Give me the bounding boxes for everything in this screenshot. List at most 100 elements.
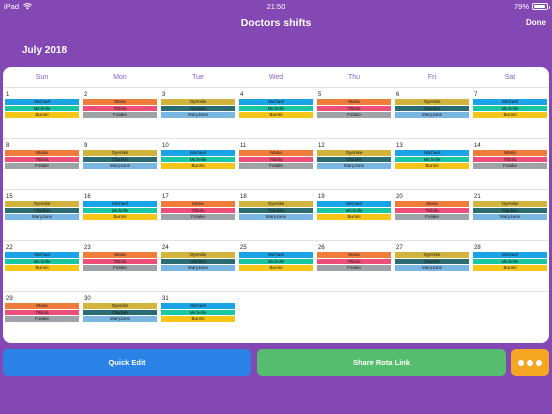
weekday-sat: Sat [504,74,516,81]
day-number: 25 [240,245,247,251]
shift-list: Maria Titilola Folake [161,201,235,220]
calendar-day[interactable]: 16 Michael Michelle Bunmi [81,189,159,240]
quick-edit-button[interactable]: Quick Edit [3,349,251,376]
day-number: 15 [6,194,13,200]
carrier-label: iPad [4,2,20,11]
calendar-day[interactable]: 25 Michael Michelle Bunmi [237,240,315,291]
wifi-icon [23,3,32,10]
calendar-day[interactable]: 12 Oyenike Oladele MaryJane [315,138,393,189]
weekday-sun: Sun [35,74,49,81]
shift-bar: Oyenike [395,99,469,105]
calendar-day-empty [315,291,393,342]
day-number: 30 [84,296,91,302]
calendar-day[interactable]: 17 Maria Titilola Folake [159,189,237,240]
shift-bar: Michelle [473,258,547,265]
status-bar: iPad 21:50 79% [0,0,552,12]
calendar-day[interactable]: 18 Oyenike Oladele MaryJane [237,189,315,240]
calendar-day[interactable]: 21 Oyenike Oladele MaryJane [471,189,549,240]
shift-bar: Michelle [5,105,79,112]
calendar-day[interactable]: 31 Michael Michelle Bunmi [159,291,237,342]
shift-bar: Michael [473,99,547,105]
shift-bar: Maria [83,99,157,105]
calendar-day[interactable]: 9 Oyenike Oladele MaryJane [81,138,159,189]
shift-list: Oyenike Oladele MaryJane [317,150,391,169]
day-number: 3 [162,92,166,98]
calendar-day[interactable]: 20 Maria Titilola Folake [393,189,471,240]
shift-bar: Titilola [83,258,157,265]
shift-bar: Michelle [161,309,235,316]
calendar-day[interactable]: 24 Oyenike Oladele MaryJane [159,240,237,291]
day-number: 18 [240,194,247,200]
calendar-day[interactable]: 28 Michael Michelle Bunmi [471,240,549,291]
calendar-day[interactable]: 19 Michael Michelle Bunmi [315,189,393,240]
shift-bar: MaryJane [395,265,469,271]
calendar-day[interactable]: 13 Michael Michelle Bunmi [393,138,471,189]
shift-bar: Folake [5,163,79,169]
shift-bar: Oyenike [395,252,469,258]
status-left: iPad [4,2,32,11]
shift-bar: Oladele [5,207,79,214]
shift-list: Michael Michelle Bunmi [83,201,157,220]
calendar-day[interactable]: 27 Oyenike Oladele MaryJane [393,240,471,291]
calendar-day[interactable]: 7 Michael Michelle Bunmi [471,87,549,138]
calendar-day-empty [393,291,471,342]
shift-list: Oyenike Oladele MaryJane [5,201,79,220]
day-number: 22 [6,245,13,251]
shift-bar: Titilola [473,156,547,163]
shift-bar: Bunmi [5,112,79,118]
calendar-day[interactable]: 1 Michael Michelle Bunmi [3,87,81,138]
battery-icon [532,3,550,10]
more-button[interactable] [511,349,549,376]
shift-bar: Oladele [83,309,157,316]
shift-bar: Oladele [83,156,157,163]
day-number: 14 [474,143,481,149]
calendar-day[interactable]: 29 Maria Titilola Folake [3,291,81,342]
calendar-day[interactable]: 30 Oyenike Oladele MaryJane [81,291,159,342]
day-number: 27 [396,245,403,251]
shift-list: Michael Michelle Bunmi [317,201,391,220]
calendar-day[interactable]: 6 Oyenike Oladele MaryJane [393,87,471,138]
shift-bar: Oyenike [83,150,157,156]
calendar-day[interactable]: 3 Oyenike Oladele MaryJane [159,87,237,138]
shift-list: Maria Titilola Folake [395,201,469,220]
shift-bar: Bunmi [239,265,313,271]
shift-list: Maria Titilola Folake [473,150,547,169]
shift-list: Oyenike Oladele MaryJane [239,201,313,220]
calendar-day[interactable]: 23 Maria Titilola Folake [81,240,159,291]
calendar-week: 22 Michael Michelle Bunmi 23 Maria Titilola Fol… [3,240,549,291]
shift-bar: Folake [317,112,391,118]
shift-bar: Bunmi [395,163,469,169]
calendar-day[interactable]: 11 Maria Titilola Folake [237,138,315,189]
shift-bar: Titilola [395,207,469,214]
done-button[interactable]: Done [526,18,546,27]
calendar-day[interactable]: 10 Michael Michelle Bunmi [159,138,237,189]
shift-list: Michael Michelle Bunmi [473,99,547,118]
shift-bar: Oyenike [5,201,79,207]
shift-bar: Maria [83,252,157,258]
ellipsis-icon [518,359,524,366]
share-rota-link-button[interactable]: Share Rota Link [257,349,506,376]
shift-list: Michael Michelle Bunmi [395,150,469,169]
day-number: 1 [6,92,10,98]
shift-bar: Titilola [317,258,391,265]
shift-bar: MaryJane [395,112,469,118]
shift-list: Maria Titilola Folake [317,252,391,271]
calendar-day[interactable]: 14 Maria Titilola Folake [471,138,549,189]
day-number: 21 [474,194,481,200]
calendar-day[interactable]: 15 Oyenike Oladele MaryJane [3,189,81,240]
calendar-day[interactable]: 2 Maria Titilola Folake [81,87,159,138]
calendar-day[interactable]: 22 Michael Michelle Bunmi [3,240,81,291]
calendar-day[interactable]: 4 Michael Michelle Bunmi [237,87,315,138]
calendar-day[interactable]: 5 Maria Titilola Folake [315,87,393,138]
shift-bar: Oladele [161,105,235,112]
day-number: 8 [6,143,10,149]
shift-bar: Folake [83,265,157,271]
calendar-week: 8 Maria Titilola Folake 9 Oyenike Oladele MaryJ… [3,138,549,189]
shift-list: Michael Michelle Bunmi [5,99,79,118]
day-number: 2 [84,92,88,98]
calendar-day[interactable]: 8 Maria Titilola Folake [3,138,81,189]
shift-bar: Michael [161,303,235,309]
shift-bar: Maria [161,201,235,207]
calendar-week: 15 Oyenike Oladele MaryJane 16 Michael Michell… [3,189,549,240]
calendar-day[interactable]: 26 Maria Titilola Folake [315,240,393,291]
